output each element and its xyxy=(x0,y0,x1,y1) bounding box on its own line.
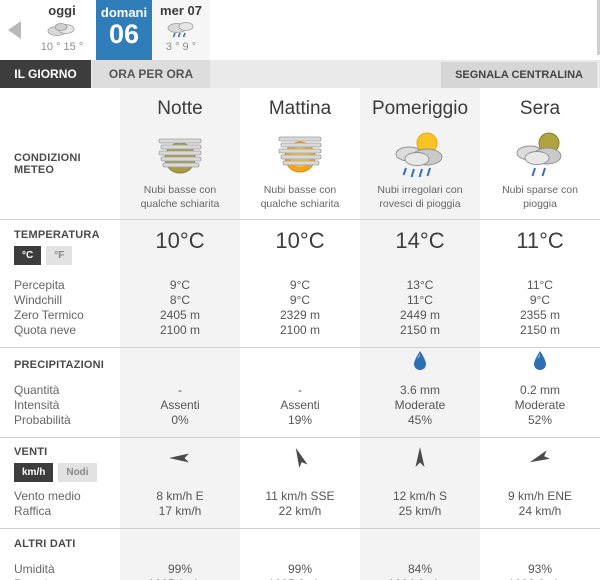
sun-rain-clouds-icon xyxy=(360,128,480,184)
table-row: Quota neve 2100 m 2100 m 2150 m 2150 m xyxy=(14,323,561,338)
low-clouds-sun-icon xyxy=(240,128,360,184)
clouds-icon xyxy=(45,19,79,39)
column-stripe-pomeriggio xyxy=(360,88,480,580)
main-temperature: 14°C xyxy=(395,228,445,254)
main-temperature: 11°C xyxy=(516,228,564,254)
previous-day-arrow[interactable] xyxy=(0,0,28,60)
day-tab-date: 06 xyxy=(108,19,140,49)
main-temperature: 10°C xyxy=(155,228,205,254)
column-header-notte: Notte xyxy=(157,98,203,119)
condition-description: Nubi sparse con pioggia xyxy=(502,184,578,210)
wind-direction-arrow-icon xyxy=(240,438,360,478)
fahrenheit-toggle[interactable]: °F xyxy=(46,246,73,266)
day-tab-tomorrow-selected[interactable]: domani 06 xyxy=(96,0,152,60)
knots-toggle[interactable]: Nodi xyxy=(58,463,97,483)
wind-section: VENTI km/h Nodi xyxy=(0,437,600,528)
wind-direction-arrow-icon xyxy=(120,438,240,478)
table-row: Vento medio 8 km/h E 11 km/h SSE 12 km/h… xyxy=(14,489,573,504)
day-tab-label: mer 07 xyxy=(160,3,202,18)
raindrop-icon xyxy=(480,348,600,380)
table-row: Raffica 17 km/h 22 km/h 25 km/h 24 km/h xyxy=(14,504,562,519)
temperature-section-label: TEMPERATURA xyxy=(14,229,100,242)
segnala-centralina-button[interactable]: SEGNALA CENTRALINA xyxy=(441,62,597,88)
tab-bar-spacer xyxy=(210,60,441,88)
table-row: Pressione 1005.1mbar 1005.2mbar 1004.2mb… xyxy=(0,577,600,580)
other-data-section-label: ALTRI DATI xyxy=(14,538,76,551)
day-tab-label: domani xyxy=(100,5,148,20)
day-tabs-bar: oggi 10 ° 15 ° domani 06 mer 07 3 ° 9 ° xyxy=(0,0,600,60)
low-clouds-moon-icon xyxy=(120,128,240,184)
table-row: Windchill 8°C 9°C 11°C 9°C xyxy=(14,293,551,308)
table-row: Percepita 9°C 9°C 13°C 11°C xyxy=(14,278,553,293)
wind-direction-arrow-icon xyxy=(480,438,600,478)
moon-rain-clouds-icon xyxy=(480,128,600,184)
temperature-unit-toggle: °C °F xyxy=(0,246,120,266)
view-tabs-bar: IL GIORNO ORA PER ORA SEGNALA CENTRALINA xyxy=(0,60,600,88)
day-tab-temps: 3 ° 9 ° xyxy=(165,41,197,53)
table-row: Intensità Assenti Assenti Moderate Moder… xyxy=(14,398,566,413)
table-row: Quantità - - 3.6 mm 0.2 mm xyxy=(14,383,560,398)
header-spacer xyxy=(0,88,120,128)
chevron-left-icon xyxy=(7,21,21,39)
condition-description: Nubi basse con qualche schiarita xyxy=(140,184,220,210)
conditions-desc-spacer xyxy=(0,184,120,219)
condition-description: Nubi irregolari con rovesci di pioggia xyxy=(377,184,463,210)
main-temperature: 10°C xyxy=(275,228,325,254)
day-tab-label: oggi xyxy=(48,3,76,18)
day-tab-wednesday[interactable]: mer 07 3 ° 9 ° xyxy=(152,0,210,60)
precipitation-section: PRECIPITAZIONI Quantità - - 3.6 mm 0.2 m… xyxy=(0,347,600,437)
wind-unit-toggle: km/h Nodi xyxy=(0,463,120,483)
table-row: Umidità 99% 99% 84% 93% xyxy=(14,562,553,577)
column-header-mattina: Mattina xyxy=(268,98,332,119)
kmh-toggle[interactable]: km/h xyxy=(14,463,54,483)
day-tab-temps: 10 ° 15 ° xyxy=(40,41,84,53)
celsius-toggle[interactable]: °C xyxy=(14,246,42,266)
raindrop-icon xyxy=(360,348,480,380)
day-tab-today[interactable]: oggi 10 ° 15 ° xyxy=(28,0,96,60)
precipitation-section-label: PRECIPITAZIONI xyxy=(14,359,104,372)
wind-direction-arrow-icon xyxy=(360,438,480,478)
temperature-section: TEMPERATURA °C °F 10°C 10°C 14°C 11°C Pe… xyxy=(0,219,600,347)
table-row: Probabilità 0% 19% 45% 52% xyxy=(14,413,553,428)
other-data-section: ALTRI DATI Umidità 99% 99% 84% 93% Press… xyxy=(0,528,600,580)
forecast-table: Notte Mattina Pomeriggio Sera CONDIZIONI… xyxy=(0,88,600,580)
conditions-section: CONDIZIONI METEO Nubi basse con qualche … xyxy=(0,128,600,219)
table-row: Zero Termico 2405 m 2329 m 2449 m 2355 m xyxy=(14,308,561,323)
column-header-sera: Sera xyxy=(519,98,561,119)
scrollbar-thumb[interactable] xyxy=(597,0,600,55)
conditions-section-label: CONDIZIONI METEO xyxy=(14,152,81,176)
rain-cloud-icon xyxy=(164,19,198,39)
column-header-row: Notte Mattina Pomeriggio Sera xyxy=(0,88,600,128)
condition-description: Nubi basse con qualche schiarita xyxy=(260,184,340,210)
tab-ora-per-ora[interactable]: ORA PER ORA xyxy=(92,60,210,88)
column-header-pomeriggio: Pomeriggio xyxy=(371,98,469,119)
wind-section-label: VENTI xyxy=(14,446,48,459)
tab-il-giorno[interactable]: IL GIORNO xyxy=(0,60,91,88)
